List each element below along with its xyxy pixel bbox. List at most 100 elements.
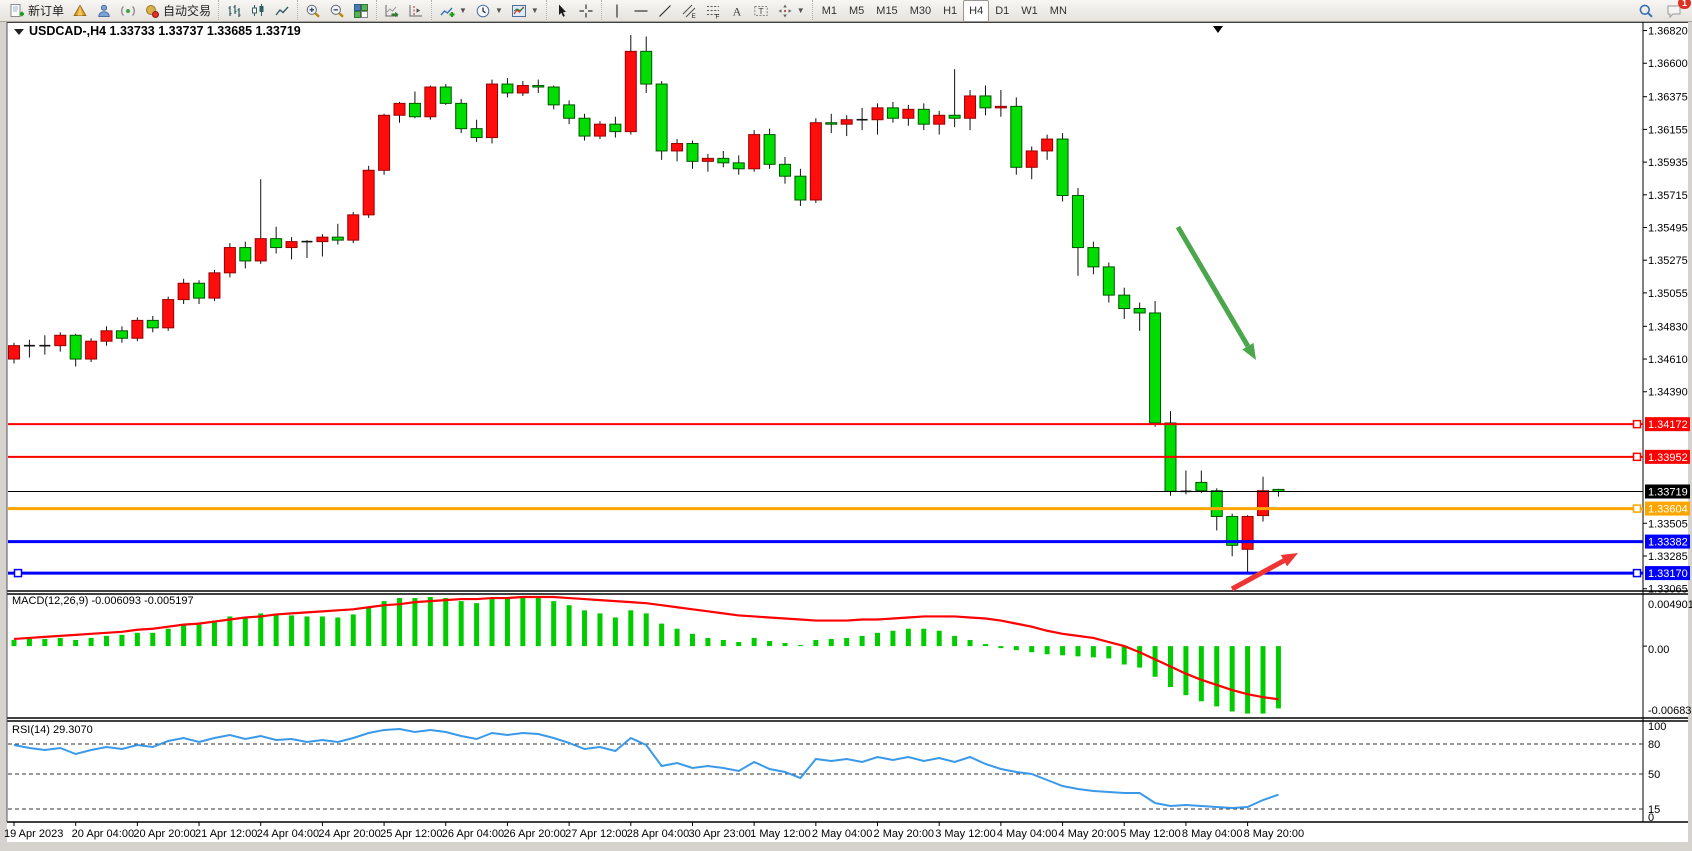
trendline-button[interactable] [653,0,677,22]
svg-text:E: E [691,13,696,19]
chevron-down-icon: ▼ [494,6,503,15]
bull-candle [964,95,977,119]
timeframe-m30[interactable]: M30 [909,4,932,17]
macd-signal-line [13,595,1279,701]
bear-candle [1087,247,1100,268]
timeframe-m15[interactable]: M15 [876,4,898,17]
periods-button[interactable]: ▼ [471,0,507,22]
bear-candle [146,319,159,329]
macd-histogram-bar [628,610,634,647]
time-label: 28 Apr 04:00 [627,828,689,840]
auto-scroll-button[interactable] [380,0,404,22]
profile-button[interactable] [92,0,116,22]
macd-histogram-bar [227,616,233,647]
tile-windows-button[interactable] [349,0,373,22]
trend-down-arrow[interactable] [1175,225,1251,348]
bear-candle [455,102,468,130]
macd-histogram-bar [88,637,94,647]
text-label-button[interactable]: T [749,0,773,22]
bar-chart-button[interactable] [222,0,246,22]
bear-candle [917,108,930,125]
bear-candle [532,85,545,88]
indicators-button[interactable]: ▼ [435,0,471,22]
bear-candle [732,162,745,170]
templates-button[interactable]: ▼ [507,0,543,22]
macd-histogram-bar [1106,646,1112,659]
new-order-button[interactable]: 新订单 [5,0,68,22]
time-label: 5 May 12:00 [1120,828,1181,840]
bounce-up-arrow[interactable] [1230,558,1286,592]
price-tick-label: 1.34830 [1648,321,1688,333]
market-watch-button[interactable] [68,0,92,22]
macd-histogram-bar [366,607,372,647]
crosshair-button[interactable] [574,0,598,22]
zoom-out-button[interactable] [325,0,349,22]
timeframe-m1[interactable]: M1 [821,4,837,17]
line-anchor-handle[interactable] [1632,419,1642,429]
timeframe-w1[interactable]: W1 [1021,4,1038,17]
horizontal-line-button[interactable] [629,0,653,22]
bull-candle [208,272,221,299]
time-label: 25 Apr 12:00 [380,828,442,840]
chart-title: USDCAD-,H4 1.33733 1.33737 1.33685 1.337… [29,24,301,38]
macd-histogram-bar [1214,646,1220,707]
macd-histogram-bar [520,596,526,647]
macd-histogram-bar [458,601,464,647]
bear-candle [779,163,791,177]
timeframe-h1[interactable]: H1 [943,4,958,17]
bear-candle [1133,308,1146,314]
bounce-up-arrow-head[interactable] [1280,553,1298,567]
autotrade-button[interactable]: 自动交易 [140,0,215,22]
toolbar-right: 1 [1634,0,1692,22]
symbol-dropdown-icon[interactable] [14,29,24,35]
chat-button[interactable]: 1 [1662,0,1691,22]
macd-histogram-bar [119,634,125,647]
rsi-axis-label: 0 [1648,812,1654,824]
candlestick-chart-button[interactable] [246,0,270,22]
chart-window[interactable]: 1.36820 1.36600 1.36375 1.36155 1.35935 1.357… [0,22,1692,851]
chevron-down-icon: ▼ [459,6,467,15]
line-anchor-handle[interactable] [1632,452,1642,462]
timeframe-d1[interactable]: D1 [995,4,1010,17]
timeframe-mn[interactable]: MN [1049,4,1067,17]
line-anchor-handle[interactable] [1632,504,1642,513]
rsi-axis-label: 50 [1648,769,1660,781]
bull-candle [671,143,684,152]
equidistant-channel-button[interactable]: E [677,0,701,22]
bear-candle [763,134,776,165]
price-tick-label: 1.33505 [1648,518,1688,530]
line-anchor-handle[interactable] [13,568,23,578]
line-chart-button[interactable] [270,0,294,22]
macd-histogram-bar [890,630,896,647]
chart-shift-marker[interactable] [1213,26,1223,33]
text-button[interactable]: A [725,0,749,22]
price-tick-label: 1.36155 [1648,124,1688,136]
macd-histogram-bar [582,610,588,647]
macd-histogram-bar [705,637,711,647]
timeframe-h4[interactable]: H4 [963,0,990,22]
trend-down-arrow-head[interactable] [1242,342,1256,360]
price-label-box [1645,484,1690,499]
fibonacci-button[interactable]: F [701,0,725,22]
cursor-button[interactable] [550,0,574,22]
bull-candle [1041,138,1054,152]
arrows-button[interactable]: ▼ [773,0,809,22]
price-label: 1.33170 [1648,568,1688,580]
search-button[interactable] [1634,0,1658,22]
vline-icon [616,4,618,17]
chart-shift-button[interactable] [404,0,428,22]
signals-button[interactable] [116,0,140,22]
zoom-in-button[interactable] [301,0,325,22]
macd-histogram-bar [150,632,156,647]
price-tick-label: 1.36820 [1648,26,1688,38]
timeframe-m5[interactable]: M5 [849,4,865,17]
line-anchor-handle[interactable] [1632,568,1642,578]
bear-candle [408,102,421,118]
vertical-line-button[interactable] [605,0,629,22]
macd-histogram-bar [905,628,911,647]
macd-histogram-bar [381,601,387,647]
macd-histogram-bar [412,598,418,647]
macd-histogram-bar [1275,646,1281,709]
price-label-box [1645,417,1690,432]
bull-candle [1025,150,1038,168]
